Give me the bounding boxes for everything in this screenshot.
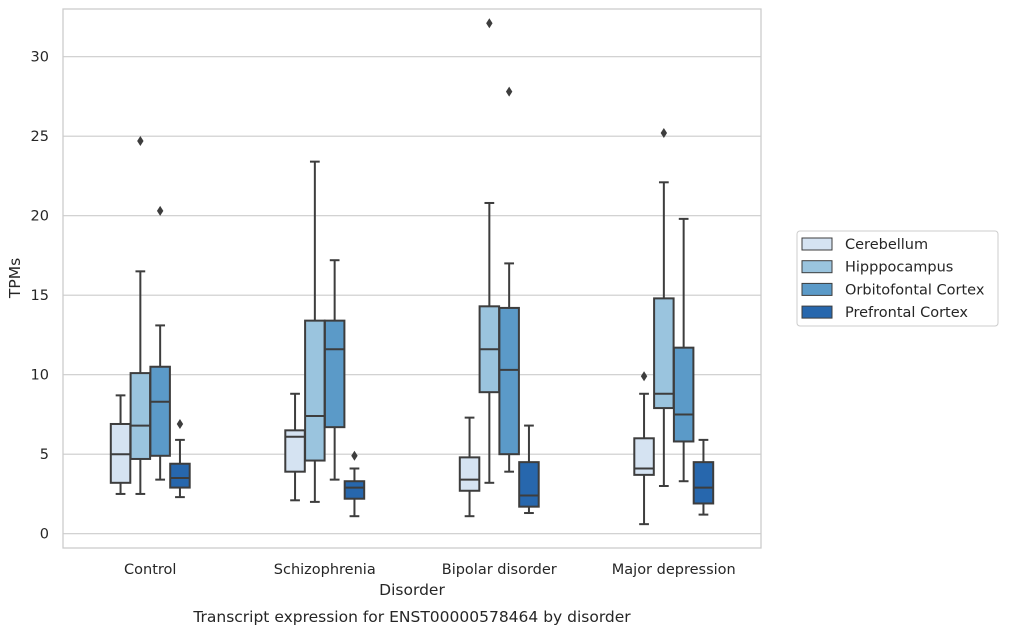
- box-body: [458, 456, 481, 492]
- outlier-marker: [156, 205, 164, 216]
- box-4-1: [169, 418, 191, 499]
- y-tick-label: 0: [40, 527, 49, 543]
- box-body: [692, 461, 715, 505]
- x-tick-label: Bipolar disorder: [442, 562, 557, 578]
- y-axis-label: TPMs: [6, 258, 24, 299]
- box-body: [304, 319, 326, 462]
- legend-frame: [796, 230, 999, 327]
- outlier-marker: [137, 135, 144, 146]
- legend-label: Prefrontal Cortex: [845, 305, 968, 321]
- box-1-2: [284, 392, 306, 502]
- y-tick-label: 25: [31, 129, 49, 145]
- x-tick-label: Major depression: [612, 562, 736, 578]
- x-tick-label: Schizophrenia: [274, 562, 376, 578]
- y-axis-ticks: 0 5 10 15 20 25 30: [31, 50, 49, 543]
- box-body: [518, 461, 540, 508]
- legend-label: Hipppocampus: [845, 260, 953, 276]
- box-body: [323, 319, 346, 429]
- box-4-2: [343, 450, 366, 518]
- legend-label: Orbitofontal Cortex: [845, 282, 985, 298]
- y-tick-label: 15: [31, 288, 49, 304]
- y-tick-label: 5: [40, 447, 49, 463]
- outlier-marker: [640, 371, 648, 382]
- legend-swatch: [801, 237, 833, 251]
- outlier-marker: [660, 128, 668, 139]
- plot-area-frame: [62, 8, 762, 549]
- box-body: [672, 346, 695, 443]
- outlier-marker: [351, 450, 358, 461]
- box-2-2: [304, 160, 326, 503]
- box-body: [169, 462, 191, 489]
- box-3-3: [498, 86, 520, 473]
- gridlines: [63, 56, 761, 535]
- box-2-1: [129, 135, 152, 495]
- x-tick-label: Control: [124, 562, 176, 578]
- y-tick-label: 30: [31, 50, 49, 66]
- box-3-4: [672, 217, 695, 483]
- box-1-4: [633, 371, 655, 526]
- box-1-3: [458, 416, 481, 518]
- chart-caption: Transcript expression for ENST0000057846…: [192, 608, 631, 626]
- x-axis-label: Disorder: [379, 581, 445, 599]
- y-tick-label: 10: [31, 368, 49, 384]
- box-body: [343, 480, 366, 500]
- box-groups: [109, 18, 715, 526]
- legend-swatch: [801, 305, 833, 319]
- box-2-4: [653, 128, 675, 487]
- outlier-marker: [505, 86, 513, 97]
- legend-swatch: [801, 260, 833, 274]
- box-4-3: [518, 424, 540, 515]
- box-body: [498, 306, 520, 456]
- box-body: [633, 437, 655, 476]
- x-axis-ticks: Control Schizophrenia Bipolar disorder Majo…: [124, 562, 736, 578]
- legend-label: Cerebellum: [845, 237, 928, 253]
- outlier-marker: [486, 18, 493, 29]
- box-body: [653, 297, 675, 410]
- box-2-3: [478, 18, 501, 484]
- box-3-2: [323, 259, 346, 481]
- legend-swatch: [801, 282, 833, 296]
- box-1-1: [109, 394, 132, 495]
- box-body: [149, 365, 171, 457]
- box-4-4: [692, 438, 715, 516]
- box-3-1: [149, 205, 171, 481]
- box-body: [129, 372, 152, 460]
- legend: Cerebellum Hipppocampus Orbitofontal Corte…: [796, 230, 999, 327]
- outlier-marker: [176, 418, 184, 429]
- y-tick-label: 20: [31, 209, 49, 225]
